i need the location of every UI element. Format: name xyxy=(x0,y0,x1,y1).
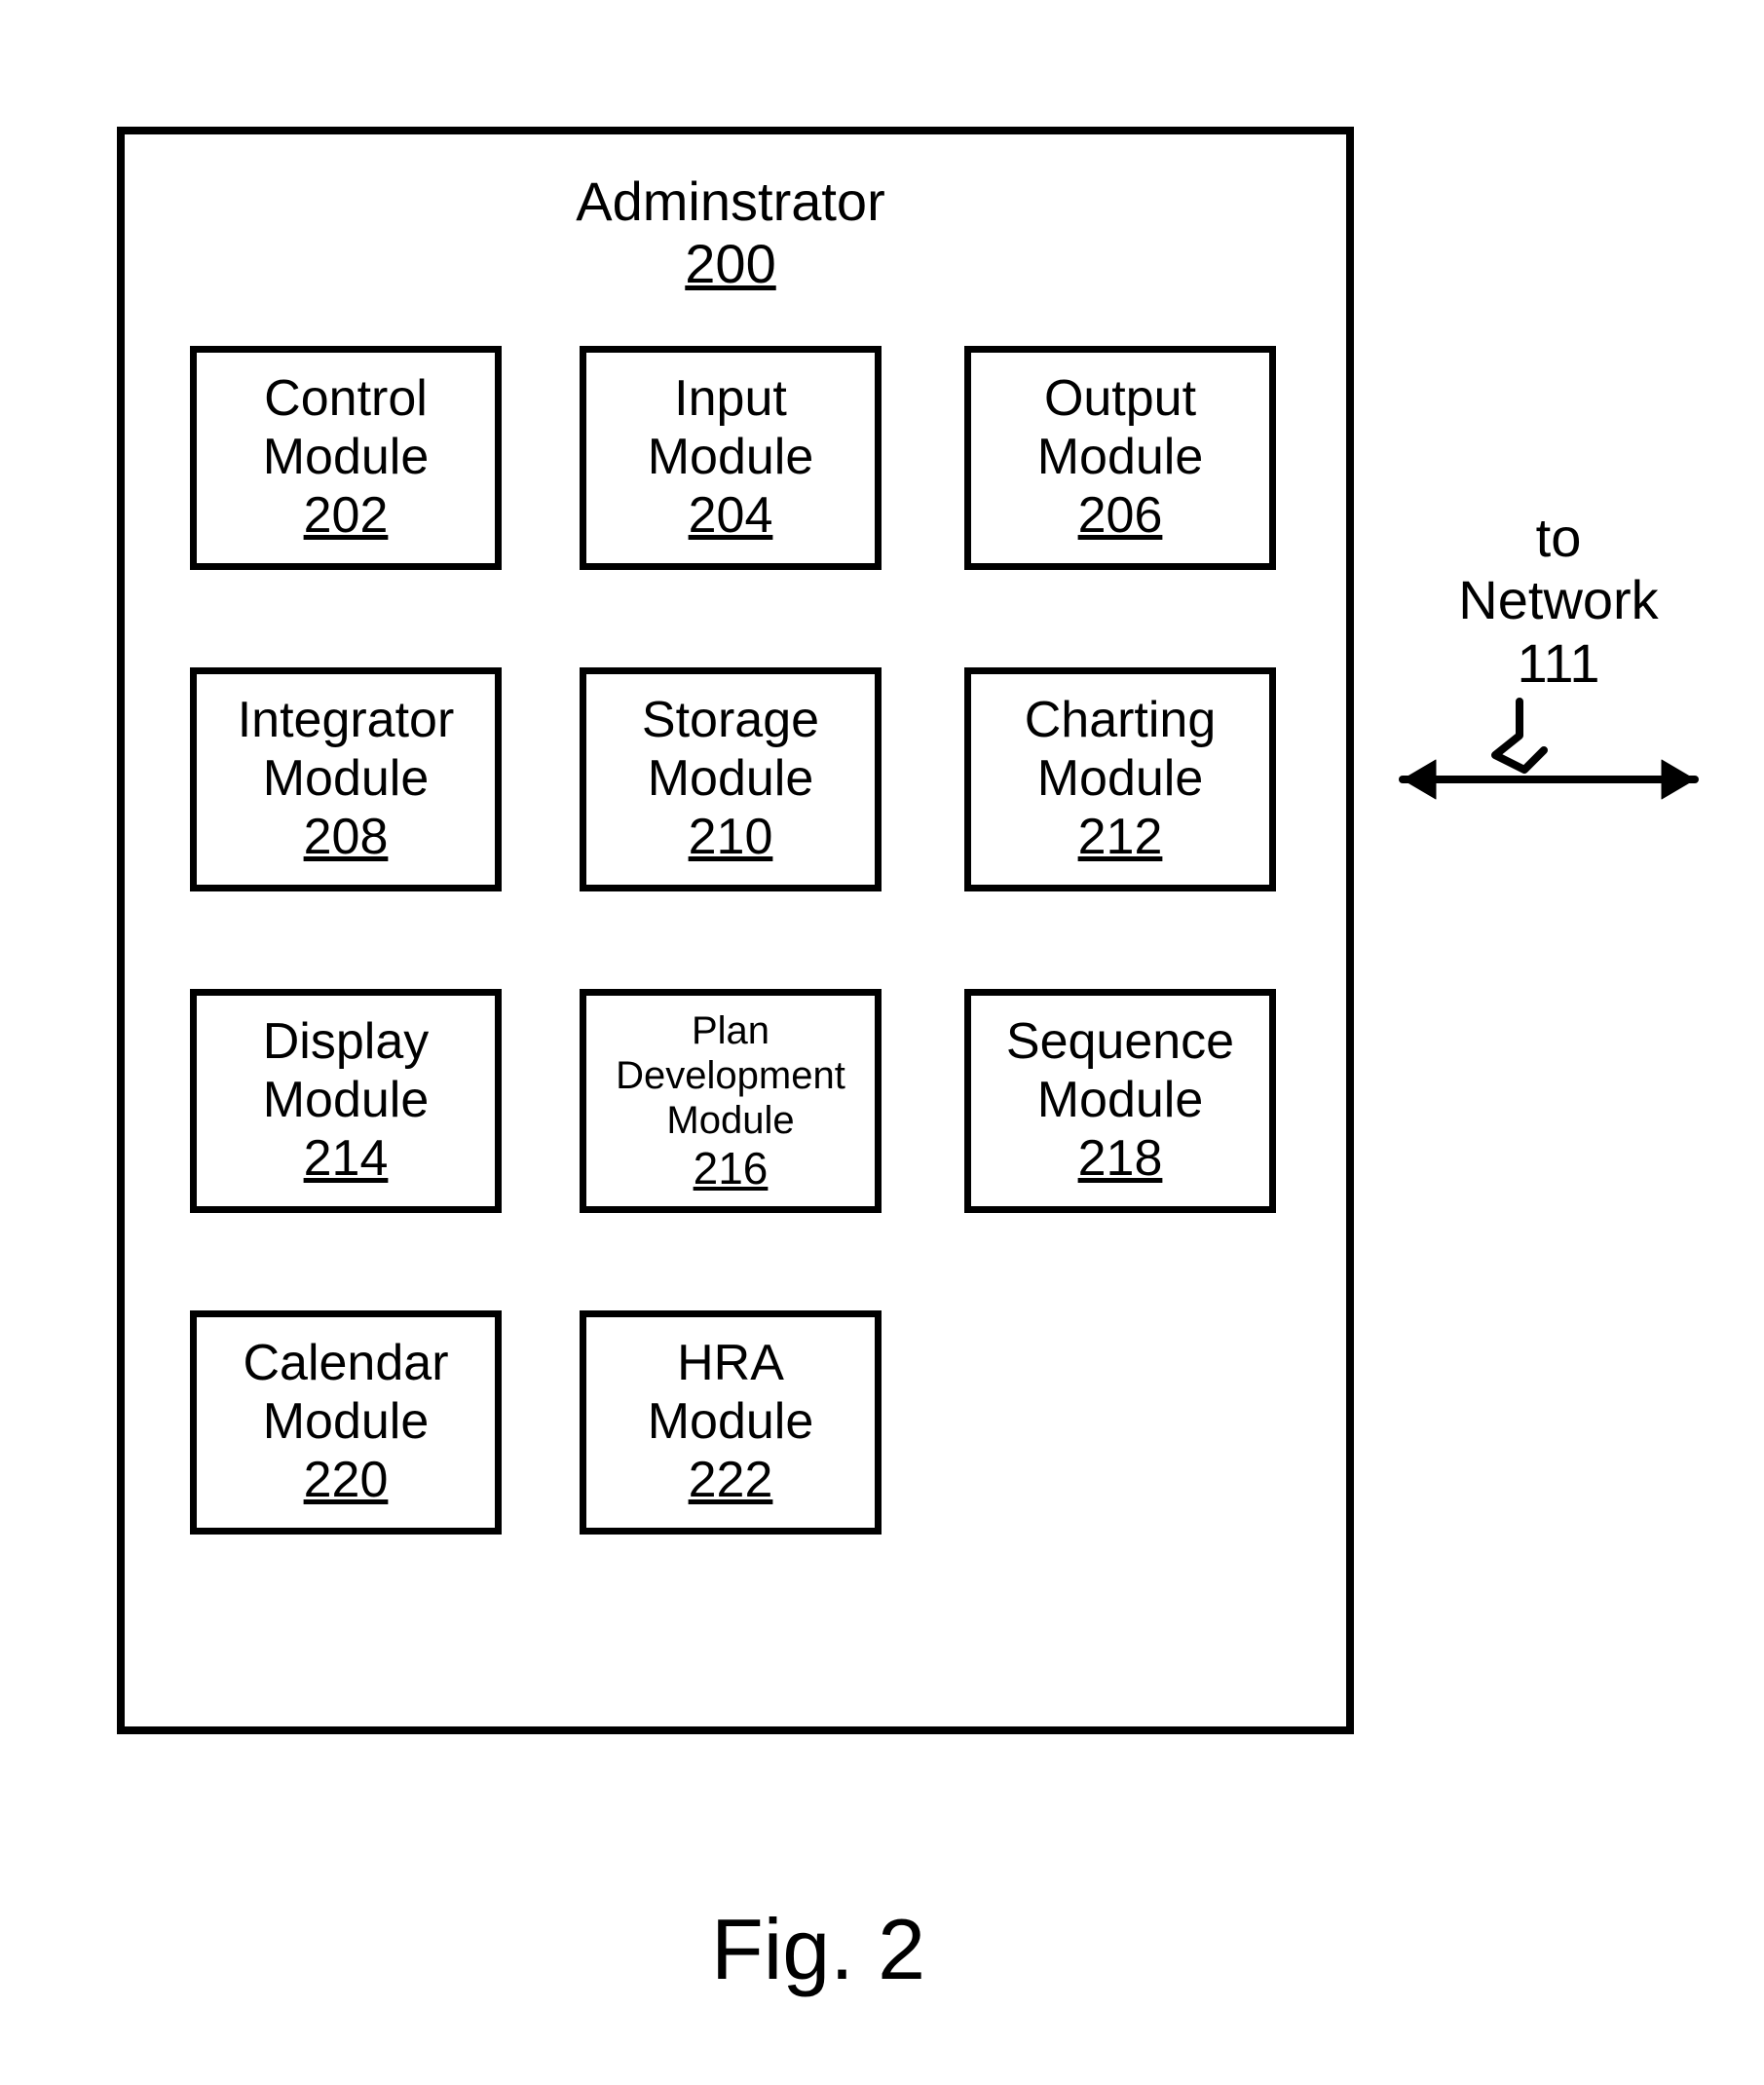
calendar-module-label: Module xyxy=(243,1393,448,1452)
display-module-ref: 214 xyxy=(263,1130,430,1189)
sequence-module-label: Sequence xyxy=(1006,1013,1234,1072)
control-module-ref: 202 xyxy=(263,487,430,546)
diagram-canvas: Adminstrator 200 ControlModule202InputMo… xyxy=(0,0,1764,2085)
input-module-label: Input xyxy=(648,370,814,429)
input-module-ref: 204 xyxy=(648,487,814,546)
output-module-label: Output xyxy=(1037,370,1204,429)
plan-development-module-label: Development xyxy=(616,1053,845,1098)
storage-module: StorageModule210 xyxy=(580,667,882,891)
integrator-module-label: Module xyxy=(238,750,455,809)
display-module-label: Module xyxy=(263,1072,430,1130)
charting-module-label: Charting xyxy=(1025,692,1217,750)
network-label-line1: to xyxy=(1432,507,1685,569)
network-label-line2: Network xyxy=(1432,569,1685,631)
charting-module-label: Module xyxy=(1025,750,1217,809)
display-module: DisplayModule214 xyxy=(190,989,502,1213)
control-module-label: Module xyxy=(263,429,430,487)
calendar-module-label: Calendar xyxy=(243,1335,448,1393)
plan-development-module-label: Plan xyxy=(616,1008,845,1053)
output-module: OutputModule206 xyxy=(964,346,1276,570)
integrator-module-label: Integrator xyxy=(238,692,455,750)
figure-caption-text: Fig. 2 xyxy=(711,1901,925,1997)
administrator-header: Adminstrator 200 xyxy=(545,171,916,296)
charting-module: ChartingModule212 xyxy=(964,667,1276,891)
network-label-line3: 111 xyxy=(1432,632,1685,695)
output-module-label: Module xyxy=(1037,429,1204,487)
hra-module-ref: 222 xyxy=(648,1452,814,1510)
plan-development-module-label: Module xyxy=(616,1098,845,1143)
input-module: InputModule204 xyxy=(580,346,882,570)
integrator-module: IntegratorModule208 xyxy=(190,667,502,891)
output-module-ref: 206 xyxy=(1037,487,1204,546)
calendar-module: CalendarModule220 xyxy=(190,1310,502,1535)
storage-module-label: Module xyxy=(642,750,819,809)
plan-development-module-ref: 216 xyxy=(616,1143,845,1194)
control-module: ControlModule202 xyxy=(190,346,502,570)
display-module-label: Display xyxy=(263,1013,430,1072)
calendar-module-ref: 220 xyxy=(243,1452,448,1510)
administrator-ref: 200 xyxy=(545,233,916,295)
control-module-label: Control xyxy=(263,370,430,429)
sequence-module-ref: 218 xyxy=(1006,1130,1234,1189)
charting-module-ref: 212 xyxy=(1025,809,1217,867)
plan-development-module: PlanDevelopmentModule216 xyxy=(580,989,882,1213)
network-label: to Network 111 xyxy=(1432,507,1685,695)
sequence-module-label: Module xyxy=(1006,1072,1234,1130)
hra-module-label: HRA xyxy=(648,1335,814,1393)
input-module-label: Module xyxy=(648,429,814,487)
integrator-module-ref: 208 xyxy=(238,809,455,867)
hra-module-label: Module xyxy=(648,1393,814,1452)
administrator-title: Adminstrator xyxy=(545,171,916,233)
hra-module: HRAModule222 xyxy=(580,1310,882,1535)
figure-caption: Fig. 2 xyxy=(623,1900,1013,1999)
storage-module-label: Storage xyxy=(642,692,819,750)
sequence-module: SequenceModule218 xyxy=(964,989,1276,1213)
storage-module-ref: 210 xyxy=(642,809,819,867)
